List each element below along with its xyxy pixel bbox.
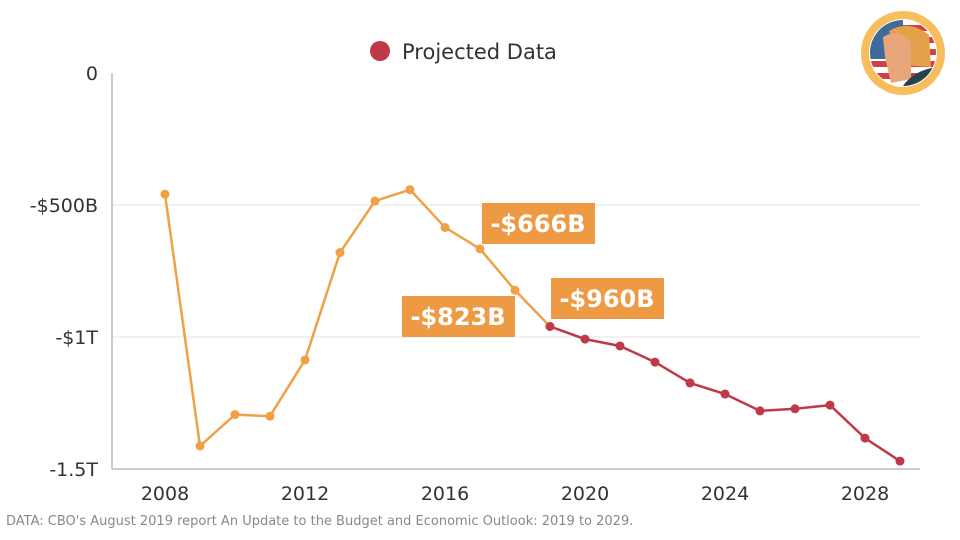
data-point	[370, 196, 380, 206]
data-point	[475, 244, 485, 254]
data-label-text: -$960B	[559, 285, 654, 313]
data-label-text: -$823B	[410, 303, 505, 331]
y-tick-label: 0	[86, 63, 98, 85]
data-point	[720, 389, 730, 399]
data-point	[160, 189, 170, 199]
data-point	[580, 334, 590, 344]
data-point	[510, 285, 520, 295]
source-note: DATA: CBO's August 2019 report An Update…	[6, 514, 634, 529]
data-point	[300, 355, 310, 365]
x-tick-label: 2024	[701, 483, 749, 505]
data-label: -$823B	[402, 296, 515, 337]
data-point	[615, 341, 625, 351]
data-label-box	[551, 278, 664, 319]
legend-label: Projected Data	[402, 40, 557, 64]
data-label-box	[402, 296, 515, 337]
series-line-0	[163, 188, 551, 449]
data-point	[825, 400, 835, 410]
logo-badge	[861, 11, 945, 95]
data-point	[685, 378, 695, 388]
data-point	[265, 411, 275, 421]
x-tick-label: 2028	[841, 483, 889, 505]
legend: Projected Data	[370, 40, 557, 64]
legend-marker	[370, 41, 390, 61]
data-point	[650, 357, 660, 367]
data-label-text: -$666B	[490, 210, 585, 238]
data-point	[335, 248, 345, 258]
data-point	[790, 404, 800, 414]
data-point	[860, 433, 870, 443]
y-tick-label: -$1T	[55, 327, 98, 349]
data-point	[895, 456, 905, 466]
x-tick-label: 2008	[141, 483, 189, 505]
data-point	[440, 222, 450, 232]
data-label: -$960B	[551, 278, 664, 319]
data-point	[230, 410, 240, 420]
y-tick-label: -1.5T	[49, 459, 98, 481]
y-tick-label: -$500B	[30, 195, 98, 217]
data-label: -$666B	[482, 203, 595, 244]
data-point	[755, 406, 765, 416]
data-point	[545, 321, 555, 331]
data-label-box	[482, 203, 595, 244]
data-point	[405, 185, 415, 195]
x-tick-label: 2016	[421, 483, 469, 505]
data-point	[195, 441, 205, 451]
x-tick-label: 2012	[281, 483, 329, 505]
x-tick-label: 2020	[561, 483, 609, 505]
